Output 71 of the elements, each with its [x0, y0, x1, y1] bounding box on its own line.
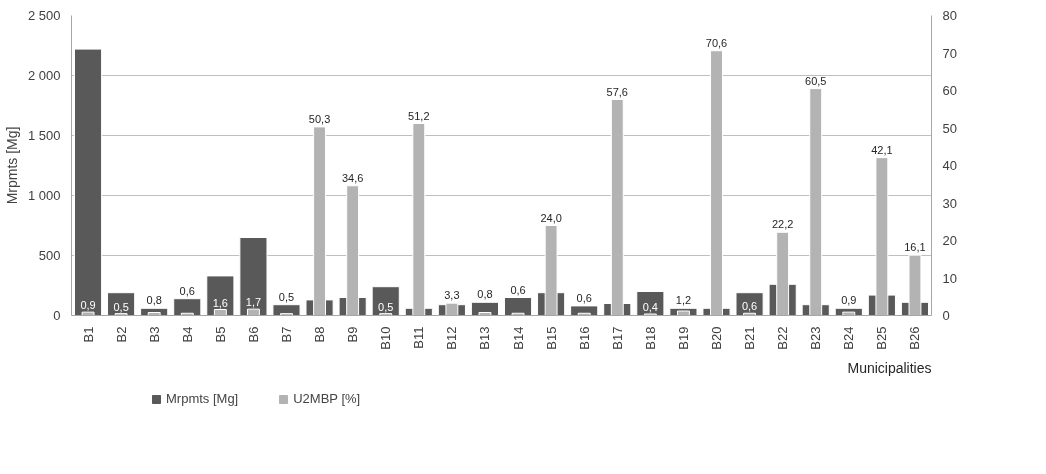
- x-tick-label: B7: [279, 326, 294, 343]
- y2-tick-label: 0: [942, 308, 950, 323]
- x-tick-label: B23: [808, 326, 824, 350]
- legend-label: Mrpmts [Mg]: [166, 391, 239, 406]
- data-label: 51,2: [408, 109, 430, 122]
- x-tick-label: B21: [742, 326, 758, 350]
- y2-tick-label: 50: [942, 120, 957, 136]
- x-tick-label: B12: [444, 326, 460, 350]
- data-label: 16,1: [904, 241, 926, 254]
- y-tick-label: 2 500: [27, 8, 61, 23]
- data-label: 60,5: [805, 74, 827, 87]
- data-label: 3,3: [444, 289, 460, 302]
- data-label: 24,0: [540, 211, 562, 224]
- x-tick-label: B19: [675, 326, 691, 350]
- data-label: 0,8: [477, 288, 493, 301]
- x-tick-label: B11: [411, 326, 427, 349]
- y2-tick-label: 60: [942, 83, 957, 98]
- x-axis-title: Municipalities: [847, 359, 932, 376]
- data-label: 57,6: [606, 85, 628, 98]
- x-tick-label: B2: [113, 326, 129, 343]
- y-tick-label: 500: [38, 248, 61, 263]
- y-tick-label: 1 500: [27, 128, 61, 143]
- data-label: 0,5: [278, 290, 295, 303]
- y2-tick-label: 80: [942, 8, 957, 23]
- data-label: 50,3: [308, 112, 331, 125]
- data-label: 0,5: [113, 300, 129, 313]
- x-tick-label: B20: [709, 326, 724, 350]
- data-label: 0,8: [146, 294, 162, 307]
- data-label: 70,6: [705, 36, 728, 49]
- x-tick-label: B25: [874, 326, 890, 350]
- data-label: 0,9: [841, 294, 857, 307]
- data-label: 42,1: [871, 143, 893, 156]
- data-label: 34,6: [341, 171, 364, 184]
- x-tick-label: B15: [543, 326, 559, 350]
- data-label: 1,7: [245, 296, 262, 309]
- x-tick-label: B24: [841, 326, 857, 350]
- x-tick-label: B22: [775, 326, 791, 350]
- data-label: 0,4: [642, 301, 658, 313]
- x-tick-label: B4: [179, 326, 195, 343]
- data-label: 0,6: [576, 291, 592, 304]
- y2-tick-label: 20: [942, 233, 957, 248]
- x-tick-label: B16: [576, 326, 592, 350]
- x-tick-label: B14: [510, 326, 526, 350]
- x-tick-label: B17: [609, 326, 625, 350]
- y2-tick-label: 40: [942, 158, 957, 173]
- data-label: 0,5: [378, 300, 394, 313]
- data-label: 0,9: [80, 299, 96, 312]
- data-label: 1,2: [675, 294, 692, 307]
- x-tick-label: B9: [345, 326, 361, 343]
- x-tick-label: B6: [245, 326, 261, 343]
- x-tick-label: B13: [477, 326, 493, 350]
- x-tick-label: B3: [146, 326, 162, 343]
- x-tick-label: B5: [212, 326, 228, 343]
- x-tick-label: B1: [80, 326, 96, 343]
- y2-tick-label: 10: [942, 270, 957, 286]
- x-tick-label: B18: [642, 326, 658, 350]
- y-tick-label: 2 000: [27, 68, 61, 83]
- legend-label: U2MBP [%]: [293, 391, 361, 406]
- y2-tick-label: 30: [942, 195, 957, 211]
- data-label: 0,6: [741, 300, 758, 313]
- y2-tick-label: 70: [942, 45, 957, 61]
- y-tick-label: 1 000: [27, 188, 61, 203]
- data-label: 0,6: [510, 283, 526, 296]
- x-tick-label: B26: [907, 326, 923, 350]
- x-tick-label: B10: [378, 326, 394, 350]
- y-axis-title: Mrpmts [Mg]: [3, 126, 20, 205]
- y-tick-label: 0: [53, 308, 61, 323]
- x-tick-label: B8: [312, 326, 328, 343]
- data-label: 0,6: [179, 284, 195, 297]
- data-label: 1,6: [212, 296, 228, 309]
- data-label: 22,2: [771, 218, 794, 231]
